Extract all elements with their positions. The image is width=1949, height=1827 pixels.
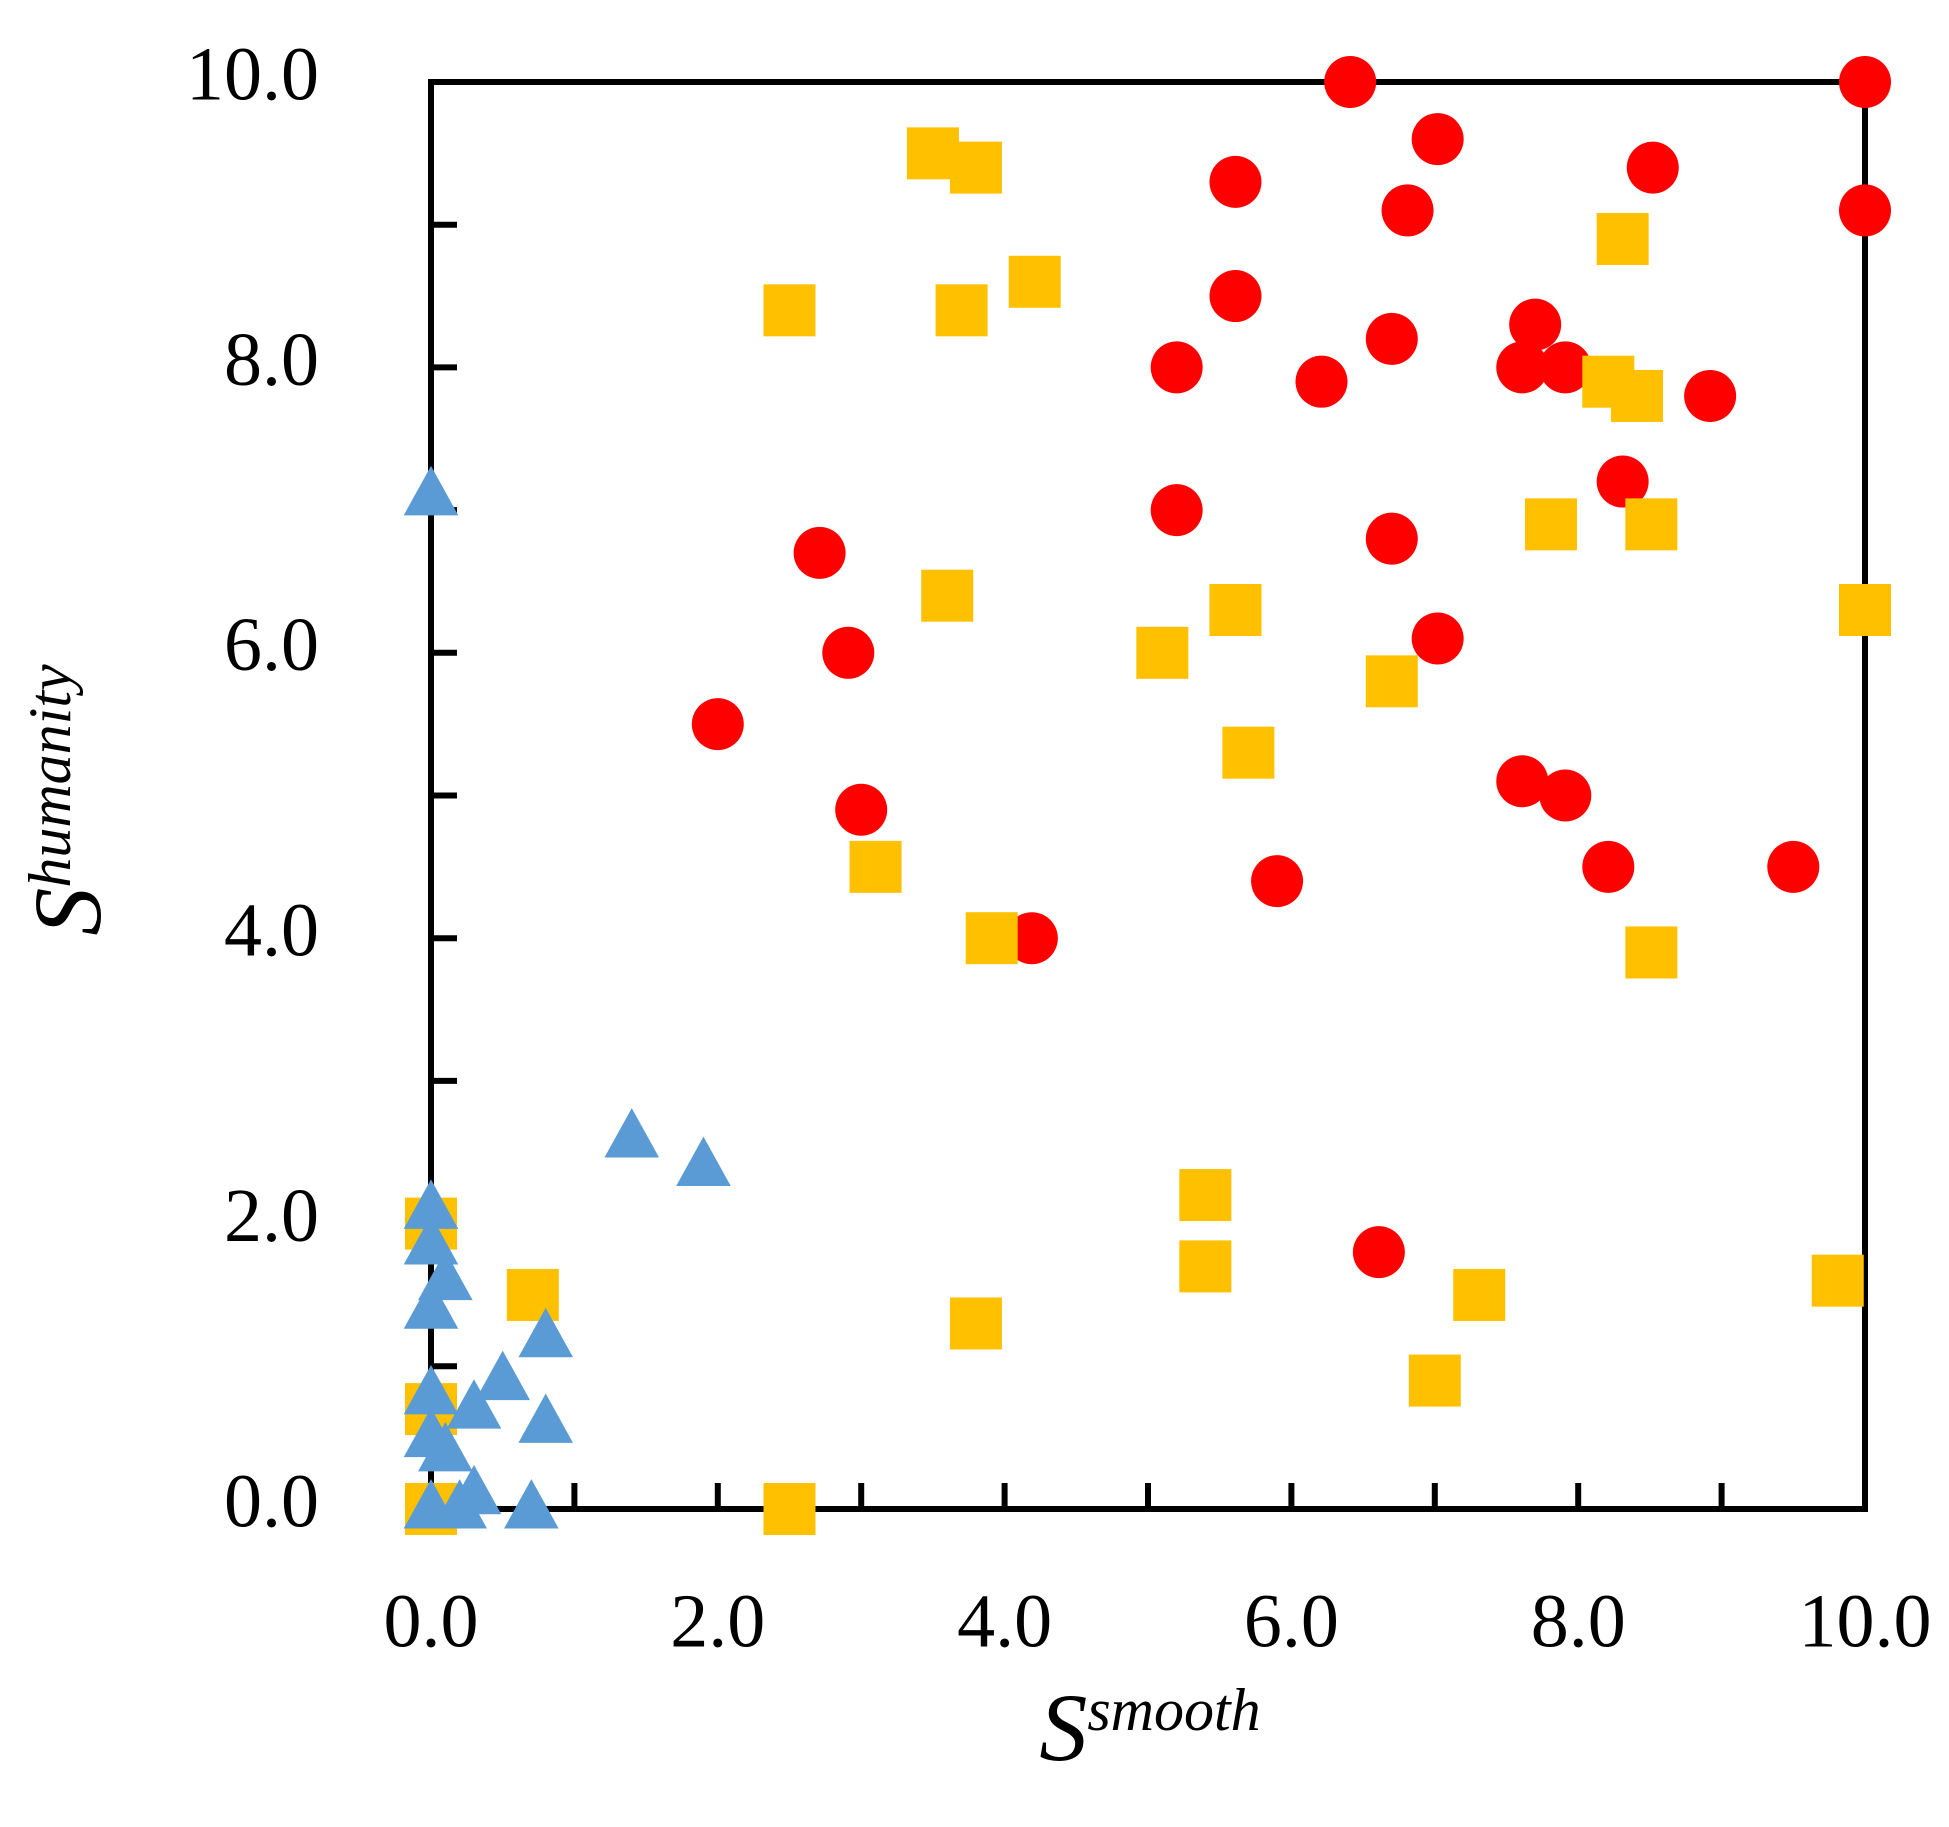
x-tick-label: 2.0	[670, 1579, 765, 1663]
x-tick-label: 6.0	[1244, 1579, 1339, 1663]
point	[1209, 583, 1262, 636]
point	[1381, 184, 1434, 237]
point	[835, 783, 888, 836]
y-tick-label: 2.0	[224, 1174, 319, 1258]
point	[1767, 840, 1820, 893]
x-label-base: S	[1039, 1674, 1087, 1781]
point	[1324, 56, 1377, 108]
point	[1625, 498, 1678, 551]
point	[1496, 341, 1549, 394]
point	[1626, 141, 1679, 194]
point	[504, 1479, 559, 1529]
point	[1839, 184, 1891, 237]
point	[935, 284, 988, 337]
point	[1524, 498, 1577, 551]
point	[1251, 855, 1304, 908]
point	[949, 1297, 1002, 1350]
point	[403, 1279, 459, 1329]
point	[1625, 926, 1678, 979]
y-label-sup: humanity	[17, 664, 83, 888]
point	[1408, 1354, 1461, 1407]
y-tick-label: 6.0	[224, 603, 319, 687]
point	[1365, 312, 1418, 365]
point	[921, 569, 974, 622]
point	[432, 1479, 487, 1529]
point	[1005, 912, 1058, 965]
point	[691, 698, 744, 751]
x-tick-label: 8.0	[1531, 1579, 1626, 1663]
point	[1610, 369, 1663, 422]
point	[1453, 1268, 1506, 1321]
x-tick-label: 4.0	[957, 1579, 1052, 1663]
point	[475, 1350, 530, 1401]
point	[763, 1483, 816, 1535]
point	[1811, 1254, 1864, 1307]
point	[1295, 355, 1348, 408]
y-tick-label: 4.0	[224, 889, 319, 973]
point	[1365, 655, 1418, 708]
point	[1596, 212, 1649, 265]
point	[965, 912, 1018, 965]
point	[1136, 626, 1189, 679]
x-tick-label: 0.0	[384, 1579, 479, 1663]
point	[446, 1379, 502, 1429]
x-axis-label: Ssmooth	[1039, 1674, 1260, 1781]
x-tick-label: 10.0	[1799, 1579, 1932, 1663]
point	[518, 1307, 574, 1358]
point	[849, 840, 902, 893]
point	[1352, 1226, 1405, 1279]
point	[1411, 113, 1464, 166]
point	[1179, 1169, 1232, 1222]
y-tick-label: 10.0	[186, 32, 319, 116]
point	[1008, 255, 1061, 308]
point	[822, 626, 875, 679]
point	[604, 1108, 660, 1158]
point	[1684, 369, 1737, 422]
point	[403, 1179, 459, 1229]
point	[403, 465, 459, 516]
point	[1411, 612, 1464, 665]
y-tick-label: 8.0	[224, 318, 319, 402]
point	[949, 141, 1002, 194]
point	[1150, 484, 1203, 537]
point	[1209, 270, 1262, 323]
point	[1179, 1240, 1232, 1293]
point	[1150, 341, 1203, 394]
y-tick-label: 0.0	[224, 1459, 319, 1543]
point	[1839, 56, 1891, 108]
point	[518, 1393, 574, 1443]
point	[1222, 726, 1275, 779]
point	[506, 1268, 559, 1321]
point	[1539, 341, 1592, 394]
point	[1209, 155, 1262, 208]
point	[1596, 455, 1649, 508]
x-label-sup: smooth	[1087, 1677, 1260, 1743]
point	[418, 1422, 473, 1472]
point	[1582, 840, 1635, 893]
point	[1839, 583, 1891, 636]
plot-frame	[428, 79, 1868, 1512]
point	[1539, 769, 1592, 822]
y-label-base: S	[14, 888, 121, 936]
y-axis-label: Shumanity	[14, 664, 121, 936]
point	[1509, 298, 1562, 351]
point	[793, 526, 846, 579]
point	[1496, 755, 1549, 808]
point	[763, 284, 816, 337]
point	[403, 1364, 459, 1415]
point	[1365, 512, 1418, 565]
point	[676, 1136, 731, 1187]
